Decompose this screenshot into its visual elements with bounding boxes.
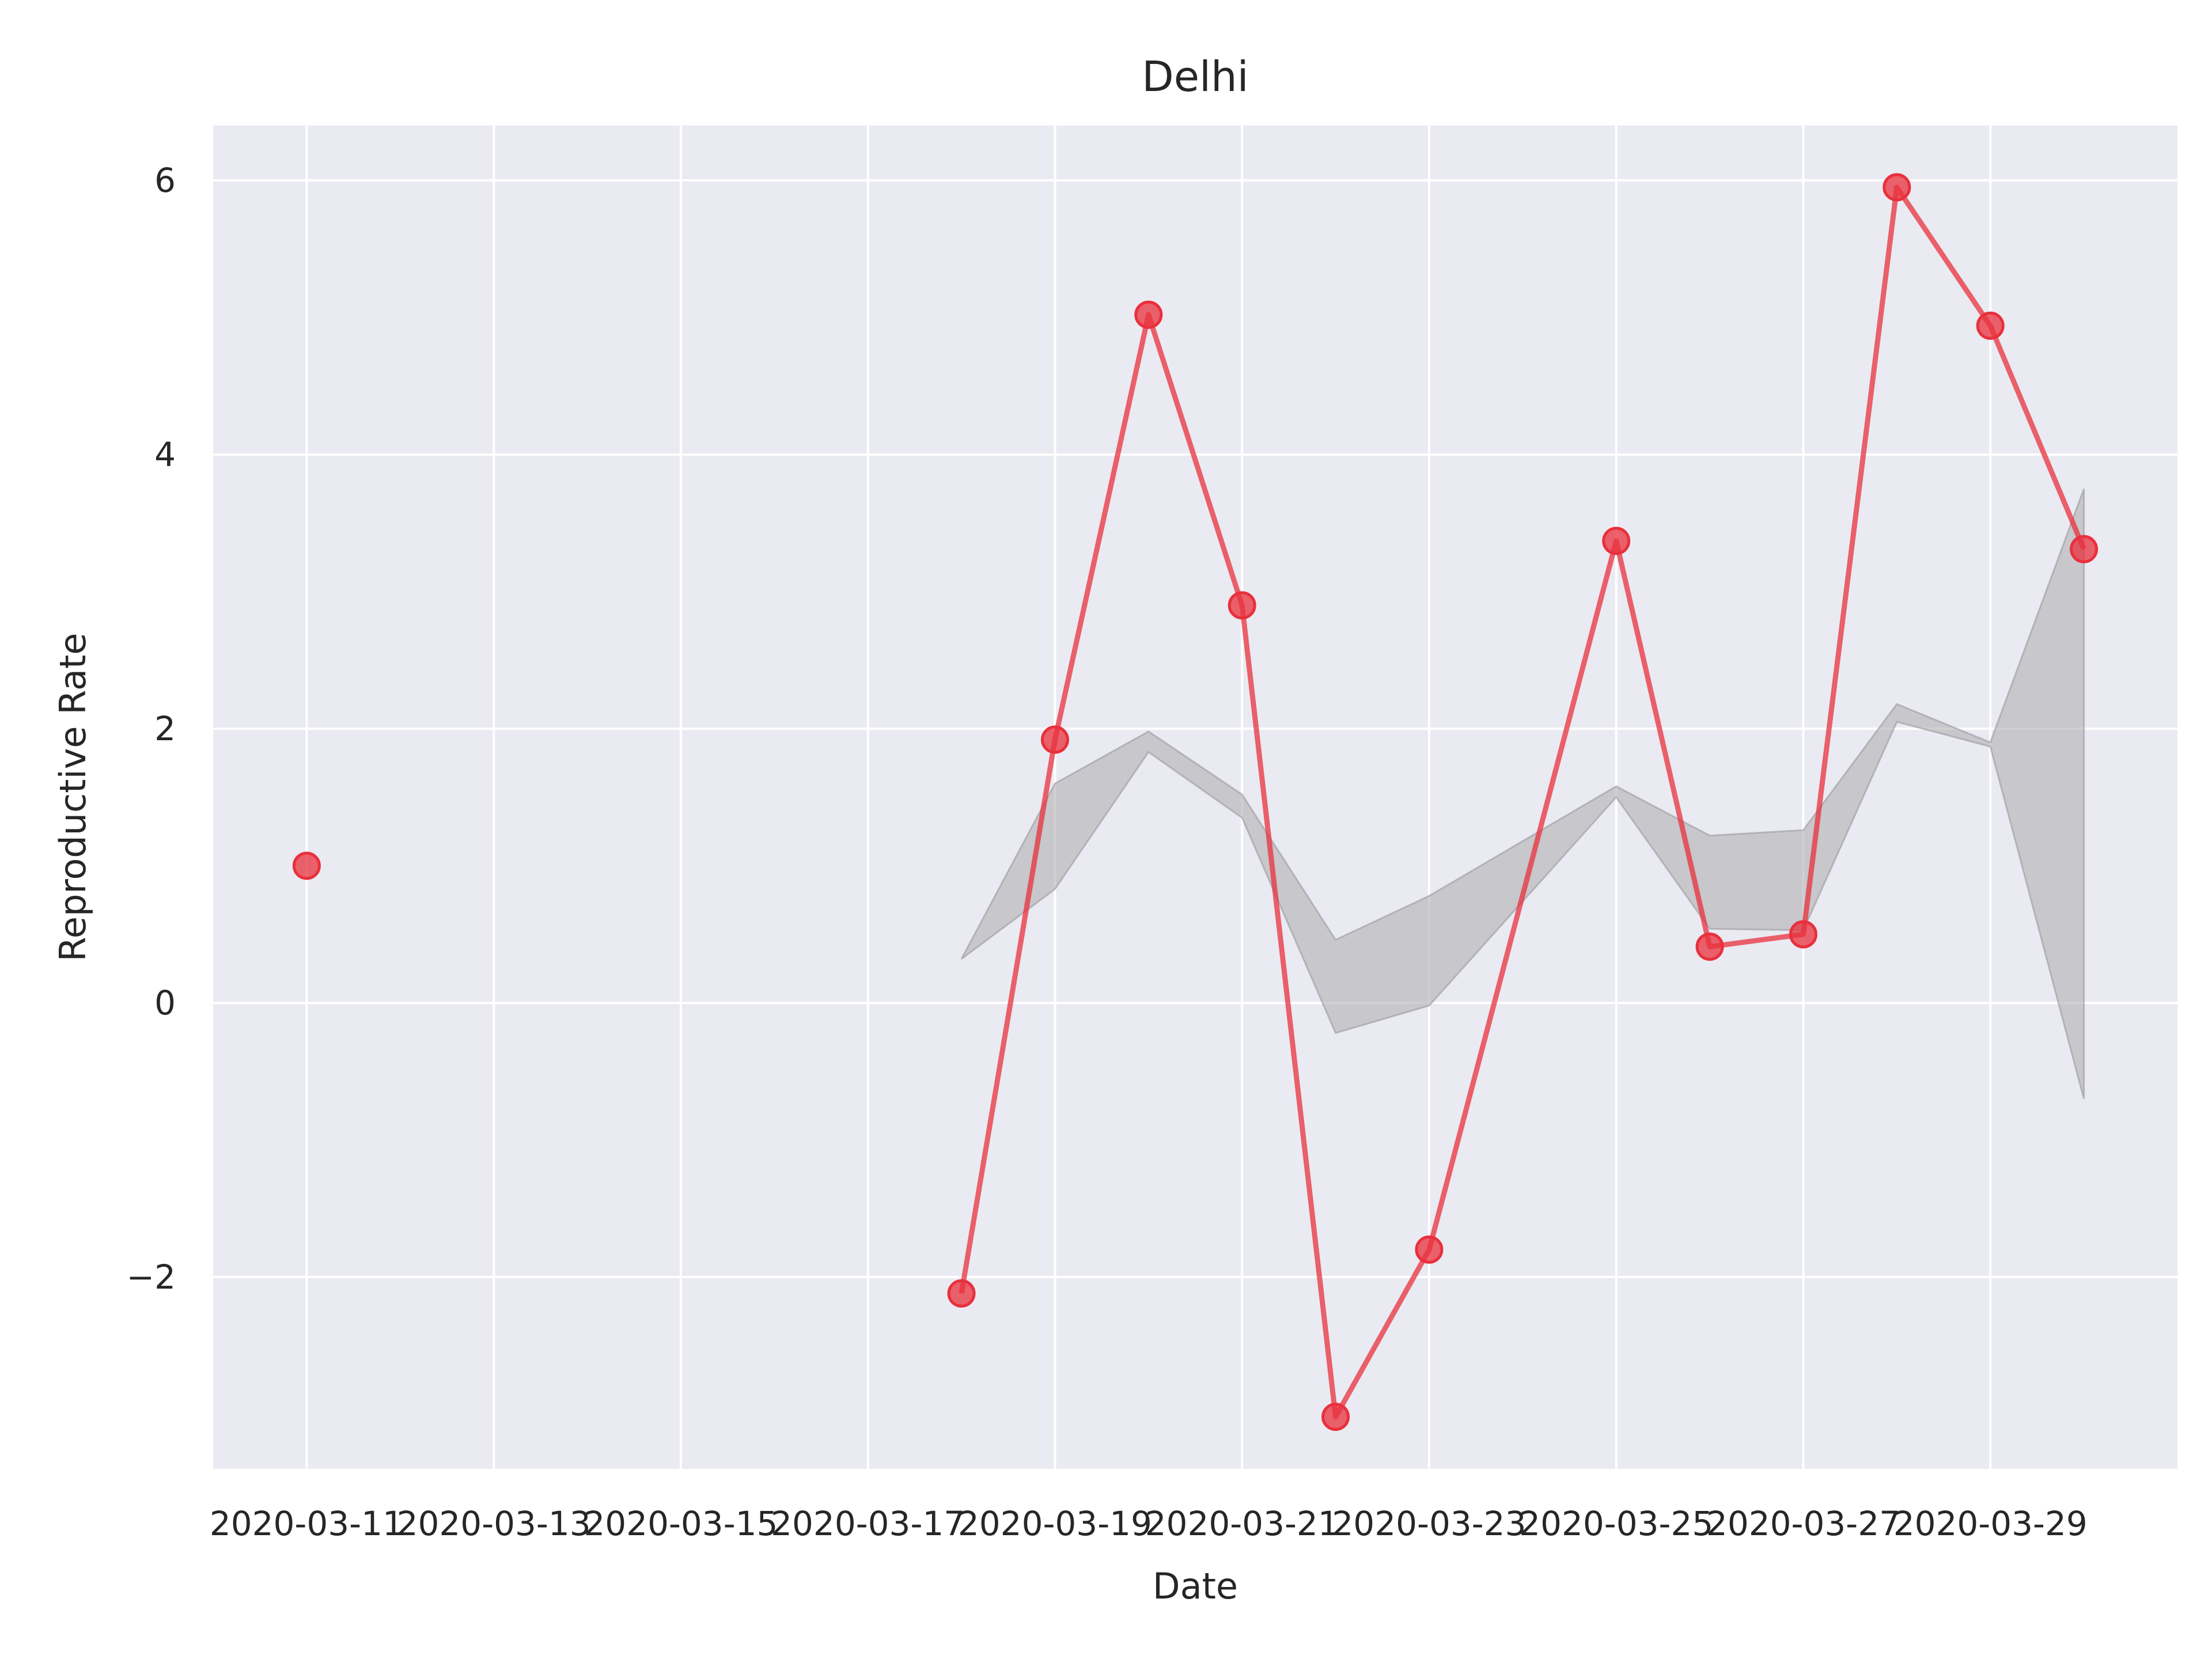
- data-point: [1228, 591, 1256, 620]
- x-tick-label: 2020-03-29: [1893, 1504, 2088, 1543]
- data-point: [1321, 1403, 1350, 1431]
- y-tick-label: 6: [154, 161, 176, 200]
- data-point: [1602, 527, 1631, 555]
- series-line: [959, 184, 2086, 1420]
- data-point: [1134, 300, 1163, 329]
- chart-title: Delhi: [1142, 52, 1248, 101]
- y-tick-label: 0: [154, 983, 176, 1022]
- x-tick-label: 2020-03-21: [1145, 1504, 1339, 1543]
- band-area: [960, 488, 2085, 1099]
- y-axis-ticks: −2 0 2 4 6: [127, 161, 176, 1297]
- plot-background: [213, 126, 2177, 1469]
- x-tick-label: 2020-03-13: [397, 1504, 591, 1543]
- series-points: [292, 173, 2099, 1431]
- x-tick-label: 2020-03-15: [584, 1504, 778, 1543]
- x-tick-label: 2020-03-11: [210, 1504, 404, 1543]
- x-axis-ticks: 2020-03-112020-03-132020-03-152020-03-17…: [210, 1504, 2088, 1543]
- data-point: [1695, 932, 1724, 961]
- data-point: [1789, 920, 1817, 949]
- x-tick-label: 2020-03-17: [771, 1504, 965, 1543]
- series-line-path: [959, 184, 2086, 1420]
- data-point: [1040, 725, 1069, 754]
- x-tick-label: 2020-03-25: [1519, 1504, 1713, 1543]
- confidence-band: [960, 488, 2085, 1099]
- data-point: [947, 1279, 976, 1308]
- data-point: [292, 851, 321, 880]
- data-point: [1883, 173, 1911, 202]
- y-axis-label: Reproductive Rate: [52, 633, 94, 962]
- data-point: [2070, 535, 2099, 563]
- x-tick-label: 2020-03-19: [958, 1504, 1152, 1543]
- y-tick-label: 2: [154, 709, 176, 748]
- x-axis-label: Date: [1153, 1565, 1238, 1607]
- data-point: [1415, 1235, 1444, 1264]
- data-point: [1976, 311, 2005, 340]
- x-tick-label: 2020-03-27: [1706, 1504, 1900, 1543]
- y-tick-label: 4: [154, 435, 176, 474]
- x-tick-label: 2020-03-23: [1332, 1504, 1526, 1543]
- y-tick-label: −2: [127, 1257, 176, 1297]
